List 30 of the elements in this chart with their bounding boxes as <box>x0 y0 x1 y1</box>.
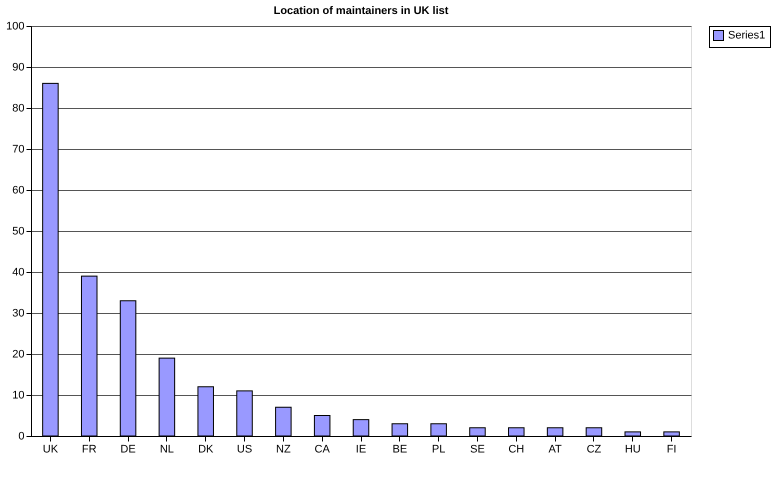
x-tick-label: HU <box>624 444 641 456</box>
x-tick-label: PL <box>432 444 446 456</box>
y-tick-label: 70 <box>12 144 24 156</box>
x-tick-label: AT <box>548 444 562 456</box>
x-tick-label: DE <box>120 444 136 456</box>
x-tick-label: CH <box>508 444 524 456</box>
x-tick-label: NL <box>160 444 174 456</box>
x-tick-label: DK <box>198 444 214 456</box>
legend-label: Series1 <box>728 30 766 42</box>
y-tick-label: 10 <box>12 390 24 402</box>
x-tick-label: BE <box>392 444 408 456</box>
y-tick-label: 40 <box>12 266 24 278</box>
x-tick-label: FR <box>82 444 97 456</box>
y-tick-label: 100 <box>6 20 24 32</box>
y-tick-label: 0 <box>18 430 24 442</box>
y-tick-label: 60 <box>12 184 24 196</box>
x-tick-label: US <box>236 444 252 456</box>
y-tick-label: 30 <box>12 308 24 320</box>
y-tick-label: 50 <box>12 226 24 238</box>
x-tick-label: SE <box>470 444 485 456</box>
x-tick-label: NZ <box>276 444 291 456</box>
y-tick-label: 20 <box>12 348 24 360</box>
chart-title: Location of maintainers in UK list <box>274 5 449 17</box>
y-tick-label: 90 <box>12 62 24 74</box>
x-tick-label: FI <box>666 444 676 456</box>
y-tick-label: 80 <box>12 102 24 114</box>
x-tick-label: CA <box>314 444 330 456</box>
x-tick-label: CZ <box>586 444 602 456</box>
x-tick-label: UK <box>42 444 59 456</box>
x-tick-label: IE <box>356 444 366 456</box>
